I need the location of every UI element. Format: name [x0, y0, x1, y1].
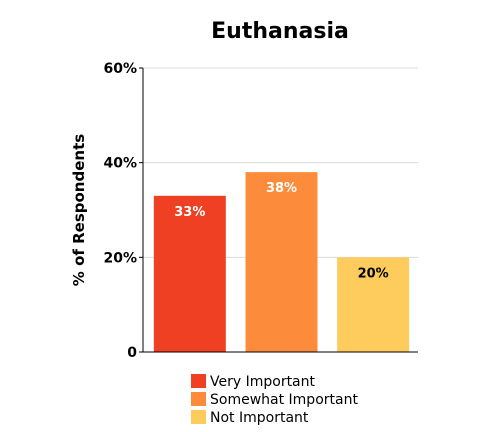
data-label: 38%	[266, 181, 297, 196]
data-label: 20%	[358, 266, 389, 281]
y-tick-labels: 0 20% 40% 60%	[103, 61, 143, 361]
y-tick-label: 60%	[103, 61, 137, 77]
y-tick-label: 0	[127, 345, 137, 361]
legend-label: Not Important	[210, 410, 309, 426]
data-labels: 33% 38% 20%	[174, 181, 388, 281]
bar	[153, 195, 226, 352]
legend-label: Somewhat Important	[210, 392, 358, 408]
legend-label: Very Important	[210, 374, 316, 390]
y-axis-label: % of Respondents	[70, 134, 88, 286]
legend-swatch	[191, 374, 206, 388]
bars	[153, 172, 410, 352]
chart-title: Euthanasia	[211, 19, 349, 44]
y-tick-label: 40%	[103, 156, 137, 172]
bar	[337, 257, 410, 352]
legend: Very Important Somewhat Important Not Impo…	[191, 374, 358, 426]
bar	[245, 172, 318, 352]
y-tick-label: 20%	[103, 250, 137, 266]
legend-swatch	[191, 392, 206, 406]
data-label: 33%	[174, 205, 205, 220]
legend-swatch	[191, 410, 206, 424]
